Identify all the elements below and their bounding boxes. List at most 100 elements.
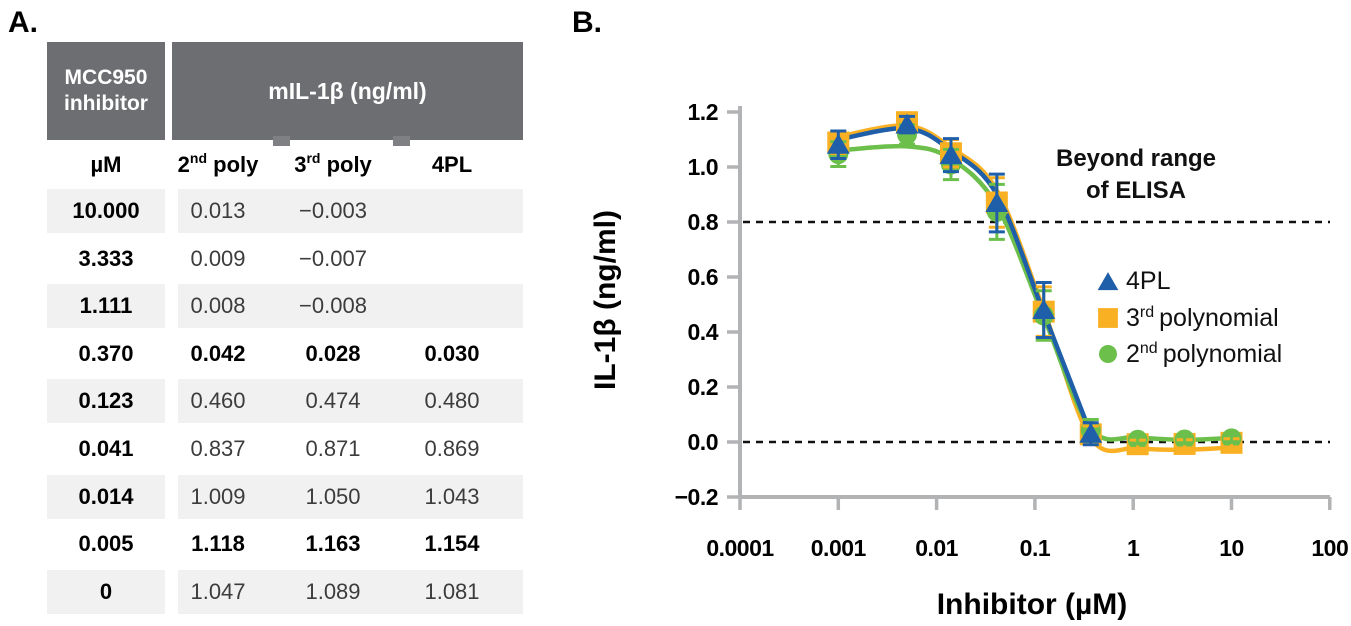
row-stripe <box>178 569 523 614</box>
chart-legend: 4PL 3rd polynomial 2nd polynomial <box>1097 267 1282 368</box>
x-tick-label: 0.0001 <box>706 535 774 561</box>
legend-label-3rd-polynomial: 3rd polynomial <box>1126 304 1279 332</box>
table-row: 0.123 0.460 0.474 0.480 <box>47 379 523 424</box>
row-stripe <box>178 474 523 519</box>
annotation-beyond-range-line2: of ELISA <box>1086 177 1186 204</box>
x-tick-label: 10 <box>1219 535 1244 561</box>
table-row: 0.005 1.118 1.163 1.154 <box>47 522 523 566</box>
row-stripe <box>178 189 523 233</box>
y-tick-label: 0.6 <box>688 264 718 290</box>
data-point-triangle <box>826 133 850 154</box>
y-tick-label: 0.4 <box>688 319 719 345</box>
column-header-4pl: 4PL <box>431 152 473 177</box>
table-row: 1.111 0.008 −0.008 <box>47 284 523 329</box>
header-notch <box>393 136 410 146</box>
row-stripe <box>178 379 523 424</box>
cell-concentration: 10.000 <box>72 198 140 223</box>
x-tick-label: 100 <box>1311 535 1348 561</box>
series-curve-triangle <box>836 126 1094 436</box>
cell-3rd-poly: 1.050 <box>305 483 361 509</box>
cell-2nd-poly: 0.042 <box>190 340 246 366</box>
cell-4pl: 0.869 <box>424 436 480 461</box>
x-tick-label: 0.001 <box>811 535 867 561</box>
row-stripe <box>47 569 165 614</box>
cell-3rd-poly: −0.008 <box>299 293 367 319</box>
cell-2nd-poly: 0.008 <box>190 293 246 319</box>
annotation-beyond-range-line1: Beyond range <box>1056 145 1216 172</box>
cell-3rd-poly: 0.474 <box>305 388 361 414</box>
cell-2nd-poly: 1.118 <box>191 531 245 557</box>
cell-4pl <box>392 189 512 233</box>
table-row: 3.333 0.009 −0.007 <box>47 237 523 281</box>
cell-concentration: 1.111 <box>79 293 133 319</box>
y-tick-label: 0.0 <box>688 429 718 455</box>
cell-concentration: 3.333 <box>78 245 134 271</box>
cell-concentration: 0.005 <box>78 531 134 557</box>
legend-label-2nd-polynomial: 2nd polynomial <box>1126 340 1282 368</box>
error-bar <box>1176 433 1193 446</box>
y-tick-label: 1.2 <box>688 99 718 125</box>
data-point-triangle <box>895 113 919 134</box>
cell-4pl: 1.154 <box>424 531 480 557</box>
cell-4pl: 0.030 <box>424 340 480 366</box>
row-stripe <box>47 189 165 233</box>
row-stripe <box>47 379 165 424</box>
x-tick-label: 0.1 <box>1020 535 1051 561</box>
cell-concentration: 0 <box>99 578 113 604</box>
error-bar <box>1129 434 1146 446</box>
cell-4pl <box>392 284 512 328</box>
cell-3rd-poly: 1.163 <box>305 531 361 557</box>
y-axis-title: IL-1β (ng/ml) <box>589 210 622 390</box>
cell-4pl: 1.081 <box>424 578 480 604</box>
row-stripe <box>47 284 165 329</box>
data-point-triangle <box>1032 299 1056 319</box>
column-header-um: µM <box>90 152 122 177</box>
table-row: 0.014 1.009 1.050 1.043 <box>47 474 523 519</box>
cell-2nd-poly: 0.013 <box>190 198 246 223</box>
y-tick-label: 0.8 <box>688 209 719 235</box>
cell-2nd-poly: 0.009 <box>190 245 246 271</box>
data-point-triangle <box>939 144 963 165</box>
cell-4pl <box>392 237 512 281</box>
data-point-triangle <box>1097 272 1119 291</box>
cell-4pl: 1.043 <box>424 483 480 509</box>
cell-concentration: 0.041 <box>78 436 134 461</box>
table-header-mil1b: mIL-1β (ng/ml) <box>172 42 523 140</box>
cell-concentration: 0.014 <box>78 483 134 509</box>
reference-dashed-lines <box>743 220 1330 444</box>
x-tick-label: 0.01 <box>915 535 958 561</box>
cell-2nd-poly: 0.460 <box>190 388 246 414</box>
table-header-inhibitor: MCC950 inhibitor <box>47 42 165 140</box>
error-bar <box>1223 432 1240 445</box>
legend-label-4pl: 4PL <box>1126 267 1171 295</box>
cell-concentration: 0.370 <box>78 340 134 366</box>
data-point-triangle <box>1079 422 1103 443</box>
table-row: 0.370 0.042 0.028 0.030 <box>47 332 523 376</box>
panel-b-label: B. <box>572 6 602 39</box>
cell-3rd-poly: −0.007 <box>299 245 367 271</box>
panel-a-label: A. <box>8 6 38 39</box>
cell-4pl: 0.480 <box>424 388 480 414</box>
table-row: 0 1.047 1.089 1.081 <box>47 569 523 614</box>
data-point-triangle <box>985 192 1009 213</box>
y-tick-label: 1.0 <box>688 154 718 180</box>
cell-3rd-poly: 0.028 <box>305 340 361 366</box>
row-stripe <box>47 474 165 519</box>
y-tick-label: −0.2 <box>675 484 718 510</box>
axis-ticks <box>727 110 1332 510</box>
table-row: 10.000 0.013 −0.003 <box>47 189 523 233</box>
axis-tick-labels: 1.2 1.0 0.8 0.6 0.4 0.2 0.0 −0.2 0.0001 0.001 0.01… <box>675 99 1349 561</box>
y-tick-label: 0.2 <box>688 374 718 400</box>
data-series <box>826 111 1243 456</box>
cell-3rd-poly: 1.089 <box>305 578 361 604</box>
cell-3rd-poly: 0.871 <box>305 436 361 461</box>
x-tick-label: 1 <box>1127 535 1140 561</box>
cell-2nd-poly: 1.047 <box>190 578 246 604</box>
data-point-square <box>1098 308 1118 328</box>
cell-2nd-poly: 0.837 <box>190 436 246 461</box>
